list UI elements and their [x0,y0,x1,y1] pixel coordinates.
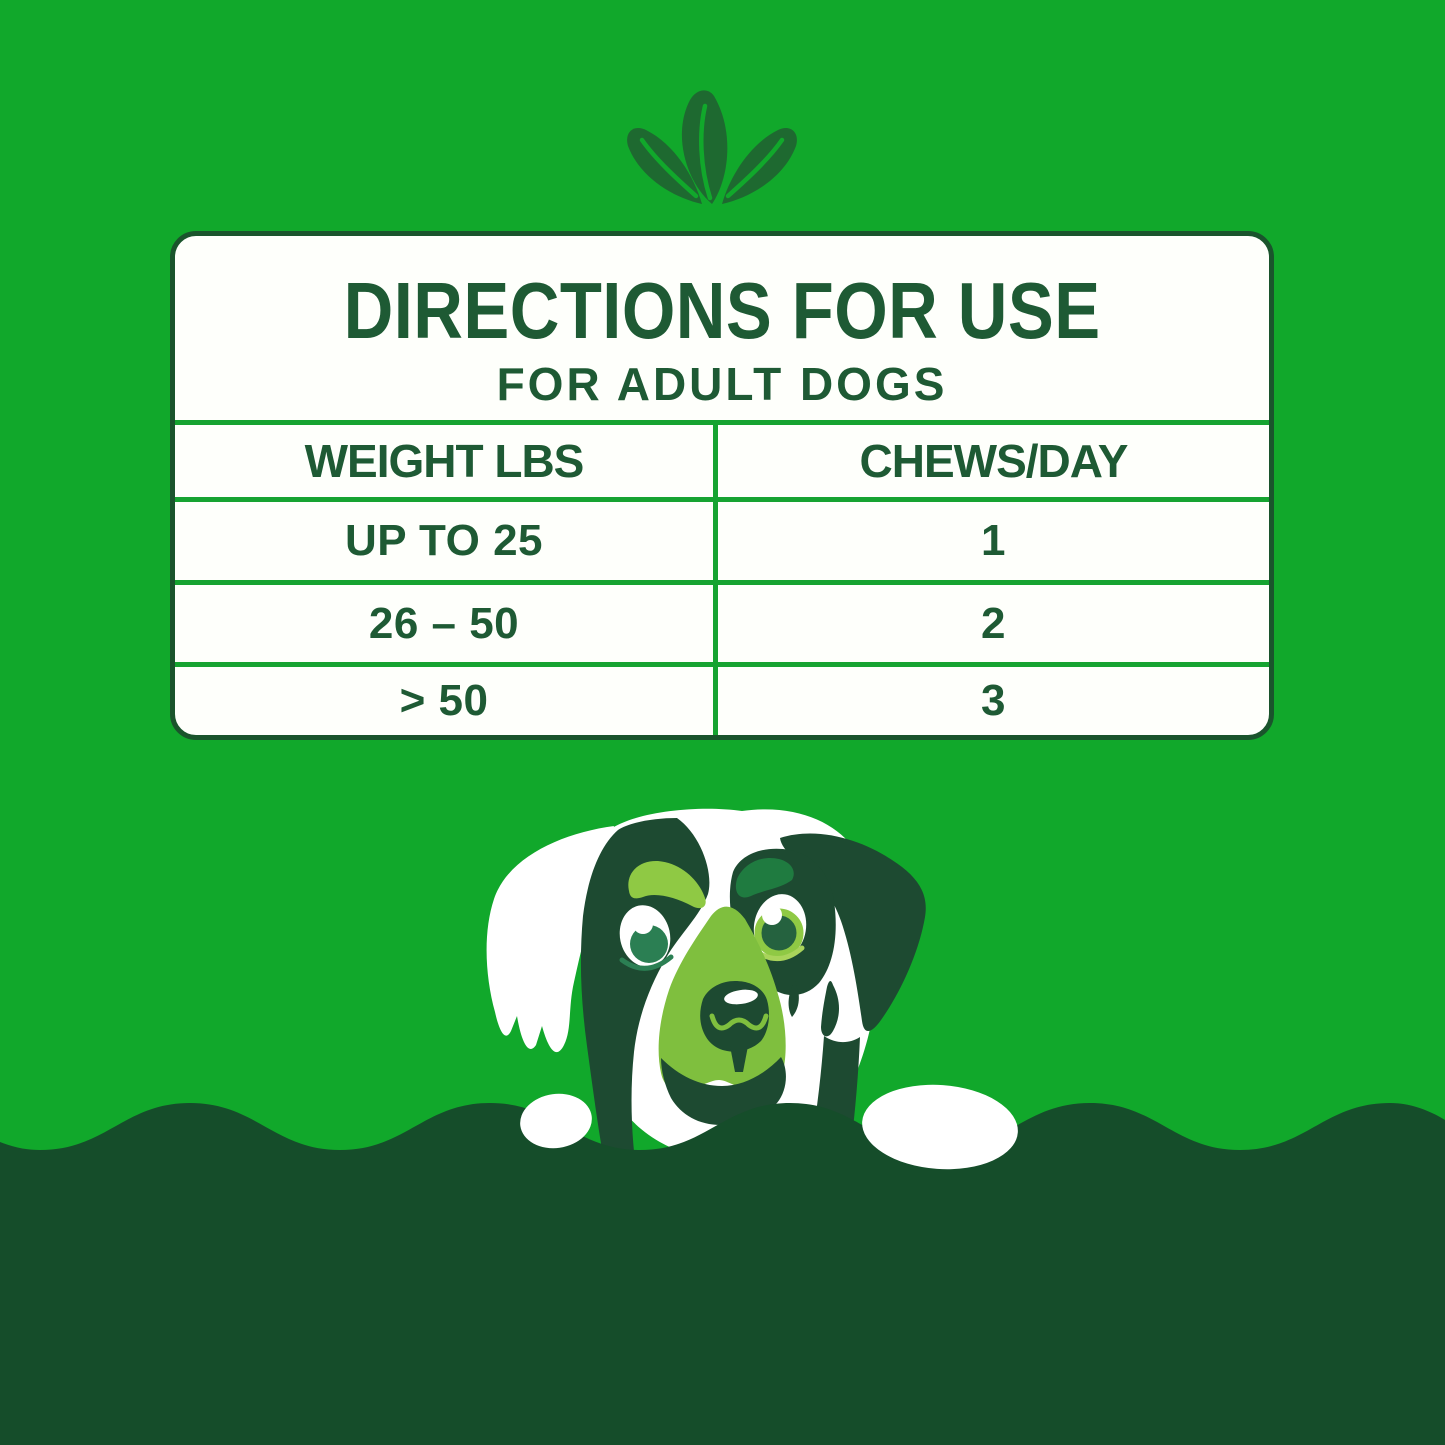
leaf-sprig-icon [627,90,797,204]
chews-value: 3 [981,676,1006,725]
dog-illustration [0,808,1445,1445]
weight-value: > 50 [175,667,718,735]
dog-left-paw [520,1093,592,1149]
table-row: > 50 3 [175,662,1269,735]
column-header-weight: WEIGHT LBS [175,425,718,497]
directions-table: WEIGHT LBS CHEWS/DAY UP TO 25 1 26 – 50 … [175,420,1269,735]
leaf-center [681,90,728,204]
dog-right-ear [780,833,926,1032]
directions-card: DIRECTIONS FOR USE FOR ADULT DOGS WEIGHT… [170,231,1274,740]
table-row: 26 – 50 2 [175,580,1269,662]
page-title: DIRECTIONS FOR USE [343,266,1101,355]
weight-value: UP TO 25 [175,502,718,580]
dog-right-eye [753,894,807,961]
table-row: UP TO 25 1 [175,497,1269,580]
dog-cheek-line [821,981,839,1037]
dog-left-ear [486,826,614,1053]
dog-nose [700,981,769,1072]
weight-value: 26 – 50 [175,585,718,662]
dog-right-paw [862,1084,1018,1170]
card-header: DIRECTIONS FOR USE FOR ADULT DOGS [175,236,1269,420]
table-header-row: WEIGHT LBS CHEWS/DAY [175,420,1269,497]
page-subtitle: FOR ADULT DOGS [496,357,948,410]
chews-value: 2 [981,598,1006,648]
dog-tear-mark [788,981,799,1017]
dog-face-blaze [580,818,710,1210]
dog-eyebrow [628,860,706,909]
dog-patch-accent [735,857,794,898]
dog-chin [661,1057,786,1125]
wave-band [0,1103,1445,1445]
column-header-chews: CHEWS/DAY [859,435,1129,487]
dog-left-eye [619,905,674,971]
chews-value: 1 [981,516,1006,565]
